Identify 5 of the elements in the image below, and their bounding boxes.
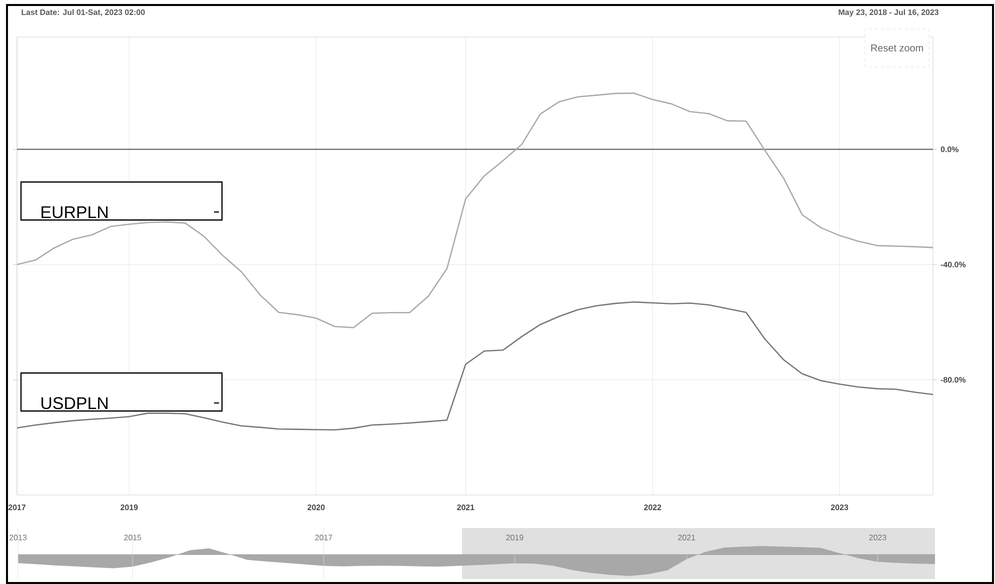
series-label: EURPLN bbox=[42, 206, 108, 218]
line-series bbox=[17, 301, 934, 431]
line-series bbox=[17, 92, 934, 328]
series-label: USDPLN bbox=[42, 397, 108, 410]
annotation: Reset zoom bbox=[871, 44, 923, 52]
